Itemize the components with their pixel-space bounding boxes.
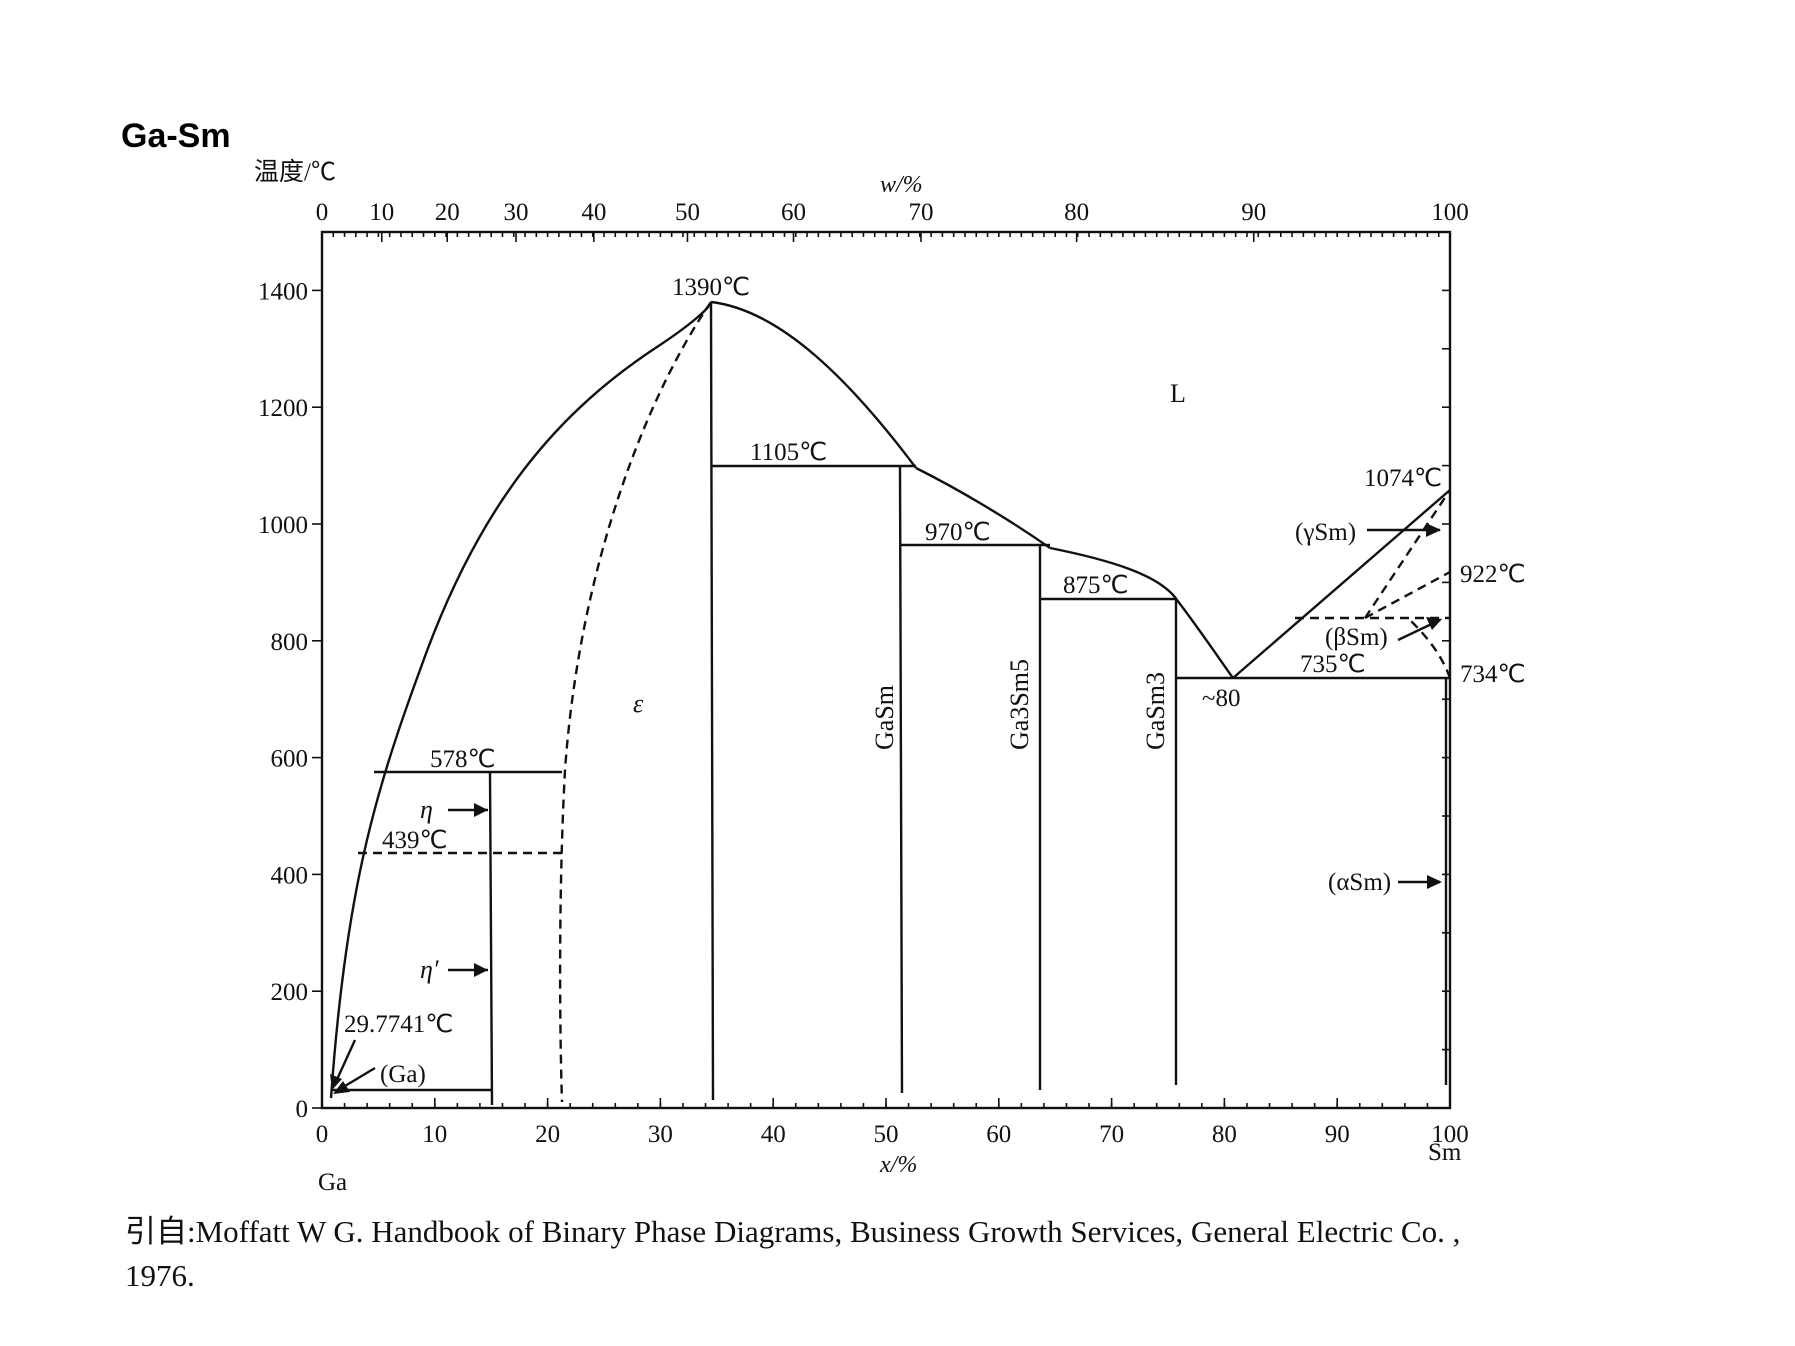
x-tick-label: 90 — [1325, 1121, 1350, 1148]
liquidus-sm-side — [1232, 489, 1451, 679]
phase-ga3sm5: Ga3Sm5 — [1005, 659, 1034, 750]
y-axis-ticks: 0 200 400 600 800 1000 1200 1400 — [258, 231, 1450, 1123]
label-1105: 1105℃ — [750, 439, 827, 466]
phase-eta-prime: η′ — [420, 955, 439, 984]
y-tick-label: 1200 — [258, 395, 308, 422]
liquidus-right-2 — [915, 466, 1051, 549]
w-tick-label: 60 — [781, 199, 806, 226]
x-axis-ticks: 0 10 20 30 40 50 60 70 80 90 100 — [316, 1098, 1469, 1148]
y-tick-label: 800 — [271, 629, 309, 656]
eta-prime-arrow-head — [474, 963, 488, 977]
label-735: 735℃ — [1300, 651, 1366, 678]
x-tick-label: 30 — [648, 1121, 673, 1148]
citation-caption: 引自:Moffatt W G. Handbook of Binary Phase… — [125, 1210, 1685, 1298]
eta-arrow-head — [474, 803, 488, 817]
w-tick-label: 80 — [1064, 199, 1089, 226]
x-tick-label: 70 — [1099, 1121, 1124, 1148]
gasm-vertical — [898, 465, 904, 1094]
x-tick-label: 10 — [422, 1121, 447, 1148]
phase-gasm3: GaSm3 — [1141, 672, 1170, 750]
label-1074: 1074℃ — [1364, 465, 1442, 492]
y-axis-label: 温度/℃ — [254, 158, 336, 186]
beta-sm-arrow-head — [1426, 617, 1442, 630]
bottom-axis-label: x/% — [879, 1152, 917, 1178]
phase-gamma-sm: (γSm) — [1295, 519, 1356, 546]
y-tick-label: 0 — [296, 1096, 309, 1123]
ga-phase-arrow-head — [333, 1081, 350, 1094]
beta-sm-boundary-1 — [1364, 570, 1451, 620]
y-tick-label: 600 — [271, 746, 309, 773]
w-tick-label: 100 — [1431, 199, 1469, 226]
label-922: 922℃ — [1460, 561, 1526, 588]
y-tick-label: 200 — [271, 979, 309, 1006]
w-tick-label: 20 — [435, 199, 460, 226]
caption-line-1: 引自:Moffatt W G. Handbook of Binary Phase… — [125, 1214, 1461, 1249]
x-tick-label: 80 — [1212, 1121, 1237, 1148]
label-970: 970℃ — [925, 519, 991, 546]
phase-alpha-sm: (αSm) — [1328, 869, 1391, 896]
liquidus-right-4 — [1176, 599, 1234, 679]
w-tick-label: 50 — [675, 199, 700, 226]
y-tick-label: 1400 — [258, 278, 308, 305]
phase-boundaries — [329, 300, 1452, 1106]
phase-ga: (Ga) — [380, 1061, 426, 1088]
label-578: 578℃ — [430, 746, 496, 773]
x-tick-label: 60 — [986, 1121, 1011, 1148]
right-element-label: Sm — [1428, 1139, 1462, 1166]
x-tick-label: 50 — [874, 1121, 899, 1148]
y-tick-label: 400 — [271, 862, 309, 889]
w-tick-label: 40 — [581, 199, 606, 226]
w-axis-ticks: 0 10 20 30 40 50 60 70 80 90 100 — [316, 199, 1469, 242]
label-29: 29.7741℃ — [344, 1011, 453, 1038]
w-tick-label: 30 — [504, 199, 529, 226]
phase-liquid: L — [1170, 379, 1186, 408]
x-tick-label: 40 — [761, 1121, 786, 1148]
w-tick-label: 90 — [1241, 199, 1266, 226]
w-tick-label: 70 — [908, 199, 933, 226]
phase-eta: η — [420, 795, 433, 824]
w-tick-label: 10 — [369, 199, 394, 226]
label-1390: 1390℃ — [672, 274, 750, 301]
diagram-title: Ga-Sm — [121, 117, 231, 155]
phase-beta-sm: (βSm) — [1325, 624, 1388, 651]
ga-melting-arrow-head — [330, 1074, 342, 1090]
x-tick-label: 100 — [1431, 1121, 1469, 1148]
alpha-sm-arrow-head — [1427, 875, 1442, 889]
y-tick-label: 1000 — [258, 512, 308, 539]
x-tick-label: 20 — [535, 1121, 560, 1148]
epsilon-vertical — [709, 301, 715, 1101]
phase-epsilon: ε — [633, 689, 644, 718]
arrows — [330, 523, 1442, 1094]
liquidus-left — [329, 301, 713, 1099]
phase-gasm: GaSm — [870, 685, 899, 750]
gamma-sm-arrow-head — [1426, 523, 1441, 537]
label-439: 439℃ — [382, 827, 448, 854]
liquidus-right-3 — [1049, 546, 1178, 601]
epsilon-solvus — [558, 301, 712, 1103]
left-element-label: Ga — [318, 1169, 347, 1196]
gamma-sm-boundary — [1364, 489, 1451, 619]
x-tick-label: 0 — [316, 1121, 329, 1148]
label-eutectic: ~80 — [1202, 685, 1241, 712]
beta-sm-boundary-2 — [1409, 619, 1452, 679]
label-875: 875℃ — [1063, 572, 1129, 599]
w-tick-label: 0 — [316, 199, 329, 226]
caption-line-2: 1976. — [125, 1258, 195, 1293]
top-axis-label: w/% — [880, 172, 923, 198]
liquidus-right-1 — [710, 300, 917, 469]
eta-vertical — [488, 771, 494, 1106]
label-734: 734℃ — [1460, 661, 1526, 688]
